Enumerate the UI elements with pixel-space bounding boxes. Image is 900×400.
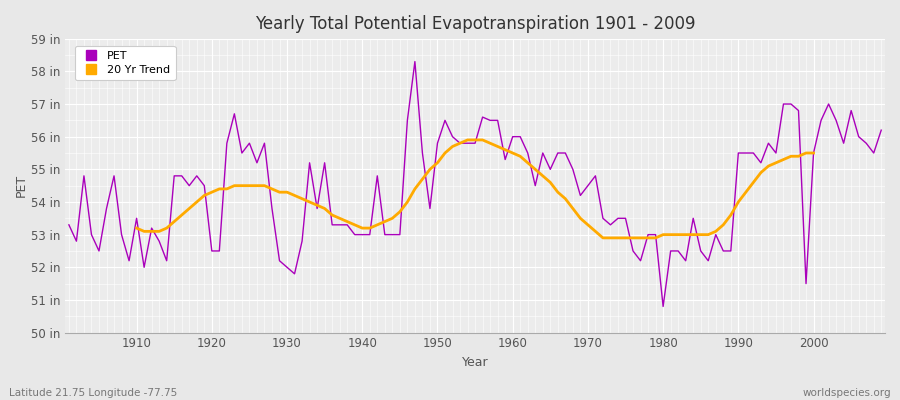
Text: Latitude 21.75 Longitude -77.75: Latitude 21.75 Longitude -77.75 xyxy=(9,388,177,398)
Title: Yearly Total Potential Evapotranspiration 1901 - 2009: Yearly Total Potential Evapotranspiratio… xyxy=(255,15,696,33)
Y-axis label: PET: PET xyxy=(15,174,28,197)
Text: worldspecies.org: worldspecies.org xyxy=(803,388,891,398)
Legend: PET, 20 Yr Trend: PET, 20 Yr Trend xyxy=(75,46,176,80)
X-axis label: Year: Year xyxy=(462,356,489,369)
